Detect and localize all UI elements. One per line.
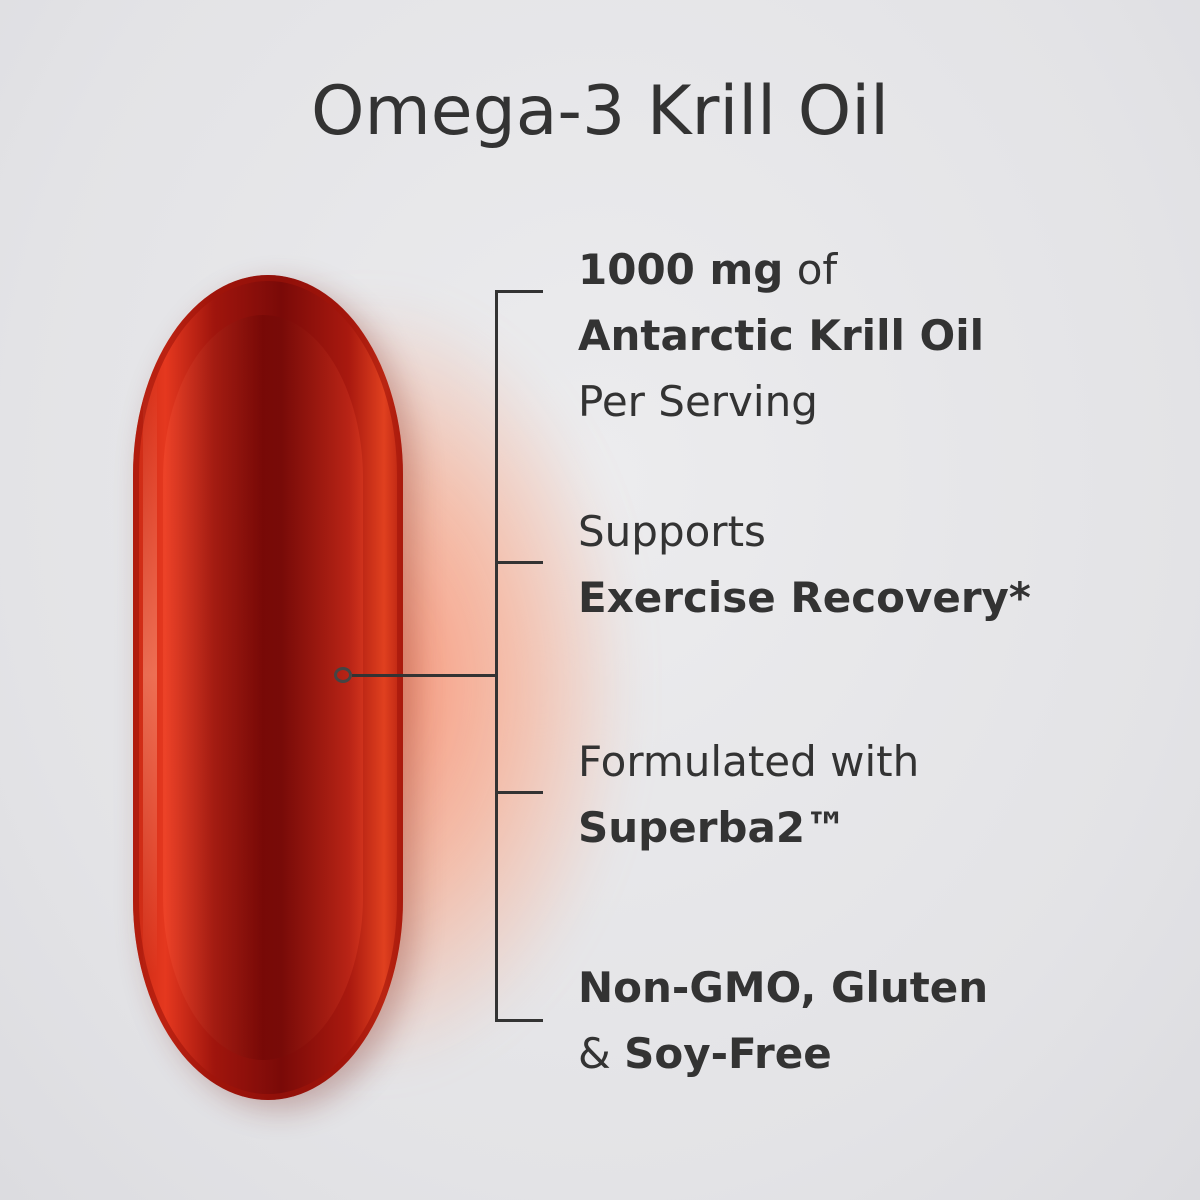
feature-superba2: Formulated with Superba2™ <box>578 737 920 852</box>
callout-dot-icon <box>334 667 352 683</box>
feature-exercise-recovery: Supports Exercise Recovery* <box>578 507 1031 622</box>
page-title: Omega-3 Krill Oil <box>311 72 889 151</box>
feature-krill-oil-amount: 1000 mg of Antarctic Krill Oil Per Servi… <box>578 245 984 426</box>
feature-non-gmo: Non-GMO, Gluten & Soy-Free <box>578 963 989 1078</box>
krill-oil-capsule-image <box>133 275 403 1100</box>
